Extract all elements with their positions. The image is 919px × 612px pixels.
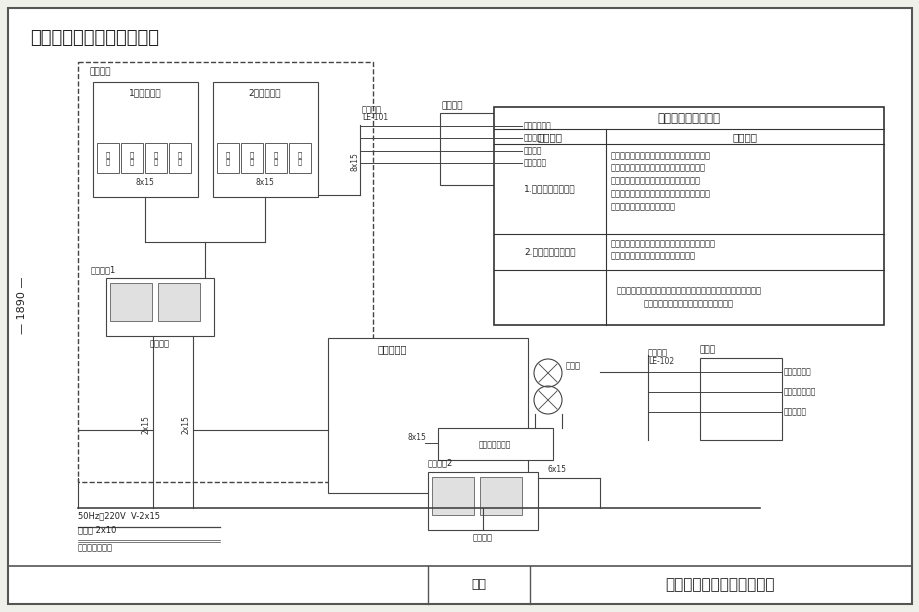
Text: 生活水箱: 生活水箱 bbox=[441, 101, 463, 110]
Text: 8x15: 8x15 bbox=[351, 152, 359, 171]
FancyBboxPatch shape bbox=[437, 428, 552, 460]
Text: 监控内容: 监控内容 bbox=[537, 132, 562, 142]
Text: 电梯、供水集中监控系统图: 电梯、供水集中监控系统图 bbox=[30, 29, 159, 47]
Text: 下
降: 下 降 bbox=[250, 151, 254, 165]
Text: 水泵动力配电箱: 水泵动力配电箱 bbox=[478, 440, 511, 449]
Text: 上
升: 上 升 bbox=[106, 151, 110, 165]
Text: 液位检测: 液位检测 bbox=[647, 348, 667, 357]
Text: 故
障: 故 障 bbox=[177, 151, 182, 165]
Text: 2x15: 2x15 bbox=[142, 416, 151, 435]
Text: 6x15: 6x15 bbox=[548, 465, 566, 474]
FancyBboxPatch shape bbox=[158, 283, 199, 321]
Text: 2x15: 2x15 bbox=[182, 416, 191, 435]
Text: 溢流水位报警: 溢流水位报警 bbox=[524, 121, 551, 130]
FancyBboxPatch shape bbox=[96, 143, 119, 173]
Text: 控制方法: 控制方法 bbox=[732, 132, 756, 142]
Text: 电梯机房: 电梯机房 bbox=[90, 67, 111, 76]
Text: 下
降: 下 降 bbox=[130, 151, 134, 165]
Text: 在小区管理中心自动监测电梯运行和故障状态；
自动统计电梯运行时间，提示定时维修: 在小区管理中心自动监测电梯运行和故障状态； 自动统计电梯运行时间，提示定时维修 bbox=[610, 239, 715, 261]
Text: 生活水箱水位低于启泵水位时自动启动生活泵
生活水箱水位高于停泵水位时自动停生活泵
蓄水池水位低于停泵水位时自动停生活泵
在小区管理中心监测水泵工作状态和水箱水位: 生活水箱水位低于启泵水位时自动启动生活泵 生活水箱水位高于停泵水位时自动停生活泵… bbox=[610, 151, 710, 211]
Text: 状
态: 状 态 bbox=[153, 151, 158, 165]
FancyBboxPatch shape bbox=[106, 278, 214, 336]
FancyBboxPatch shape bbox=[427, 472, 538, 530]
Text: 蓄水池: 蓄水池 bbox=[699, 345, 715, 354]
Text: 低报警水位: 低报警水位 bbox=[783, 407, 806, 416]
Text: 50Hz～220V  V-2x15: 50Hz～220V V-2x15 bbox=[78, 511, 160, 520]
FancyBboxPatch shape bbox=[328, 338, 528, 493]
Text: 控制模块: 控制模块 bbox=[472, 533, 493, 542]
FancyBboxPatch shape bbox=[241, 143, 263, 173]
Text: 低报警水位: 低报警水位 bbox=[524, 158, 547, 167]
Text: 说明：本图中仅示出典型监控方案，工程实施应根据大楼具体情况
确定控制方式、控制设备数量和安装位置: 说明：本图中仅示出典型监控方案，工程实施应根据大楼具体情况 确定控制方式、控制设… bbox=[616, 286, 761, 308]
FancyBboxPatch shape bbox=[93, 82, 198, 197]
Text: 通讯线 2x10: 通讯线 2x10 bbox=[78, 525, 116, 534]
Text: 8x15: 8x15 bbox=[135, 178, 154, 187]
Text: 电梯、供水集中监控系统图: 电梯、供水集中监控系统图 bbox=[664, 578, 774, 592]
FancyBboxPatch shape bbox=[217, 143, 239, 173]
FancyBboxPatch shape bbox=[145, 143, 167, 173]
FancyBboxPatch shape bbox=[494, 107, 883, 325]
Text: 溢流水位报警: 溢流水位报警 bbox=[783, 367, 811, 376]
FancyBboxPatch shape bbox=[439, 113, 521, 185]
FancyBboxPatch shape bbox=[265, 143, 287, 173]
Text: 公寓设备间: 公寓设备间 bbox=[378, 344, 407, 354]
FancyBboxPatch shape bbox=[121, 143, 142, 173]
Text: 上
升: 上 升 bbox=[226, 151, 230, 165]
FancyBboxPatch shape bbox=[699, 358, 781, 440]
FancyBboxPatch shape bbox=[289, 143, 311, 173]
Text: 停泵水位: 停泵水位 bbox=[524, 133, 542, 142]
Text: 启泵水位: 启泵水位 bbox=[524, 146, 542, 155]
FancyBboxPatch shape bbox=[169, 143, 191, 173]
Text: 8x15: 8x15 bbox=[407, 433, 426, 442]
FancyBboxPatch shape bbox=[480, 477, 521, 515]
FancyBboxPatch shape bbox=[78, 62, 372, 482]
Text: 故
障: 故 障 bbox=[298, 151, 301, 165]
Text: 液位检测: 液位检测 bbox=[361, 105, 381, 114]
Text: 生活泵停泵水位: 生活泵停泵水位 bbox=[783, 387, 815, 396]
Text: 状
态: 状 态 bbox=[274, 151, 278, 165]
Text: 2.公寓电梯集中监控: 2.公寓电梯集中监控 bbox=[524, 247, 575, 256]
Text: 设备监控主要功能表: 设备监控主要功能表 bbox=[657, 111, 720, 124]
FancyBboxPatch shape bbox=[432, 477, 473, 515]
Text: 控制模块: 控制模块 bbox=[150, 339, 170, 348]
Text: 生活泵: 生活泵 bbox=[565, 361, 581, 370]
FancyBboxPatch shape bbox=[8, 8, 911, 604]
FancyBboxPatch shape bbox=[213, 82, 318, 197]
Text: LE-102: LE-102 bbox=[647, 357, 674, 366]
Text: — 1890 —: — 1890 — bbox=[17, 276, 27, 334]
Text: 1号梯电控柜: 1号梯电控柜 bbox=[129, 88, 161, 97]
Text: 1.公寓供水自动控制: 1.公寓供水自动控制 bbox=[524, 184, 575, 193]
Text: LE-101: LE-101 bbox=[361, 113, 388, 122]
Text: 控制分站2: 控制分站2 bbox=[427, 458, 453, 467]
Text: 去小区管理中心: 去小区管理中心 bbox=[78, 543, 113, 552]
FancyBboxPatch shape bbox=[110, 283, 152, 321]
Text: 控制分站1: 控制分站1 bbox=[91, 265, 116, 274]
Text: 2号梯电控柜: 2号梯电控柜 bbox=[248, 88, 281, 97]
Text: 8x15: 8x15 bbox=[255, 178, 274, 187]
Text: 图名: 图名 bbox=[471, 578, 486, 592]
